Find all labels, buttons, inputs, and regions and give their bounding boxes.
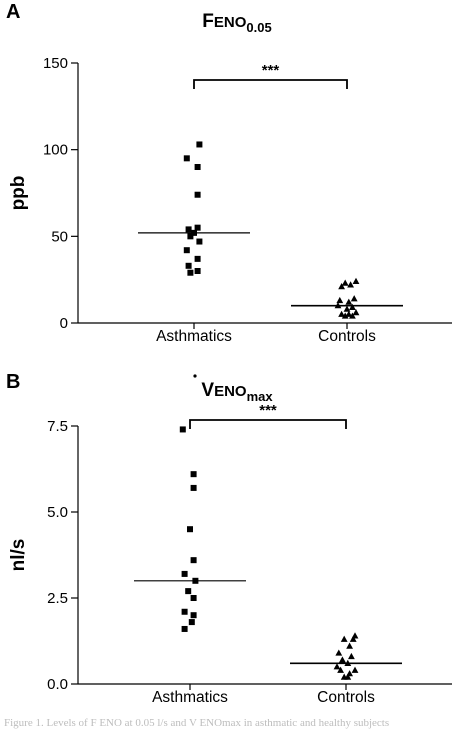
- data-point-triangle: [348, 652, 355, 660]
- title-main: ENO: [214, 14, 247, 31]
- data-point-square: [185, 262, 192, 269]
- data-point-square: [187, 233, 194, 240]
- data-point-triangle: [343, 305, 351, 312]
- title-main: ENO: [214, 383, 247, 400]
- data-point-square: [194, 164, 201, 170]
- data-point-triangle: [340, 673, 348, 680]
- data-point-square: [181, 570, 188, 577]
- significance-label: ***: [259, 402, 277, 419]
- data-point-triangle: [339, 656, 346, 663]
- data-point-triangle: [349, 635, 357, 642]
- y-axis-label: nl/s: [8, 539, 29, 572]
- x-tick-label: Controls: [317, 689, 375, 706]
- x-tick-label: Asthmatics: [152, 689, 228, 706]
- series-asthmatics: [134, 426, 246, 632]
- data-point-triangle: [352, 277, 360, 284]
- y-tick-label: 5.0: [47, 504, 68, 521]
- panel-letter: A: [6, 1, 20, 23]
- y-tick-label: 0: [60, 315, 68, 332]
- data-point-triangle: [338, 310, 345, 317]
- data-point-triangle: [345, 310, 353, 317]
- chart-title: FENO0.05: [202, 11, 271, 35]
- x-tick-label: Asthmatics: [156, 328, 232, 345]
- chart-title: VENOmax: [201, 380, 273, 404]
- title-subscript: max: [247, 389, 274, 404]
- x-tick-label: Controls: [318, 328, 376, 345]
- data-point-square: [194, 268, 201, 274]
- y-tick-label: 0.0: [47, 676, 68, 693]
- significance-label: ***: [262, 62, 280, 79]
- data-point-square: [194, 255, 201, 262]
- series-controls: [291, 277, 403, 319]
- v-dot: [193, 374, 197, 378]
- data-point-triangle: [349, 312, 356, 319]
- panel-letter: B: [6, 371, 20, 393]
- data-point-triangle: [349, 303, 356, 310]
- panel-b: B VENOmax 0.0 2.5 5.0 7.5 nl/s Asthmatics Contro…: [6, 371, 452, 706]
- data-point-square: [190, 612, 197, 619]
- data-point-triangle: [333, 663, 341, 670]
- data-point-triangle: [352, 309, 360, 316]
- significance-bracket: [193, 79, 348, 89]
- y-tick-label: 2.5: [47, 590, 68, 607]
- data-point-triangle: [345, 298, 353, 305]
- y-tick-label: 150: [43, 55, 68, 72]
- data-point-triangle: [341, 279, 349, 286]
- data-point-square: [196, 141, 203, 148]
- data-point-square: [181, 608, 188, 615]
- data-point-square: [194, 191, 201, 198]
- data-point-square: [187, 269, 194, 276]
- data-point-triangle: [347, 281, 354, 288]
- data-point-square: [183, 247, 190, 254]
- data-point-triangle: [346, 642, 353, 649]
- y-tick-label: 7.5: [47, 418, 68, 435]
- data-point-triangle: [338, 283, 345, 290]
- data-point-square: [190, 484, 197, 491]
- y-axis-label: ppb: [8, 176, 29, 211]
- data-point-square: [188, 619, 195, 626]
- data-point-square: [179, 426, 186, 433]
- data-point-square: [196, 238, 203, 245]
- data-point-triangle: [340, 635, 348, 642]
- significance-bracket: [189, 419, 347, 429]
- panel-a: A FENO0.05 0 50 100 150 ppb Asthmatics Controls *…: [6, 1, 452, 345]
- data-point-triangle: [350, 295, 358, 302]
- data-point-square: [185, 588, 192, 595]
- data-point-square: [194, 224, 201, 231]
- title-letter: F: [202, 11, 214, 32]
- data-point-square: [181, 625, 188, 632]
- data-point-square: [190, 557, 197, 564]
- data-point-square: [185, 226, 192, 233]
- title-letter: V: [201, 380, 214, 401]
- data-point-triangle: [335, 649, 343, 656]
- data-point-triangle: [341, 312, 349, 319]
- data-point-triangle: [351, 666, 359, 673]
- data-point-square: [190, 595, 197, 601]
- figure-caption: Figure 1. Levels of F ENO at 0.05 l/s an…: [4, 717, 389, 729]
- data-point-square: [190, 471, 197, 478]
- series-asthmatics: [138, 141, 250, 276]
- series-controls: [290, 632, 402, 680]
- data-point-square: [187, 526, 193, 533]
- y-tick-label: 100: [43, 142, 68, 159]
- y-tick-label: 50: [51, 228, 68, 245]
- title-subscript: 0.05: [246, 20, 271, 35]
- data-point-square: [183, 155, 190, 162]
- data-point-triangle: [336, 296, 344, 304]
- data-point-triangle: [337, 666, 344, 673]
